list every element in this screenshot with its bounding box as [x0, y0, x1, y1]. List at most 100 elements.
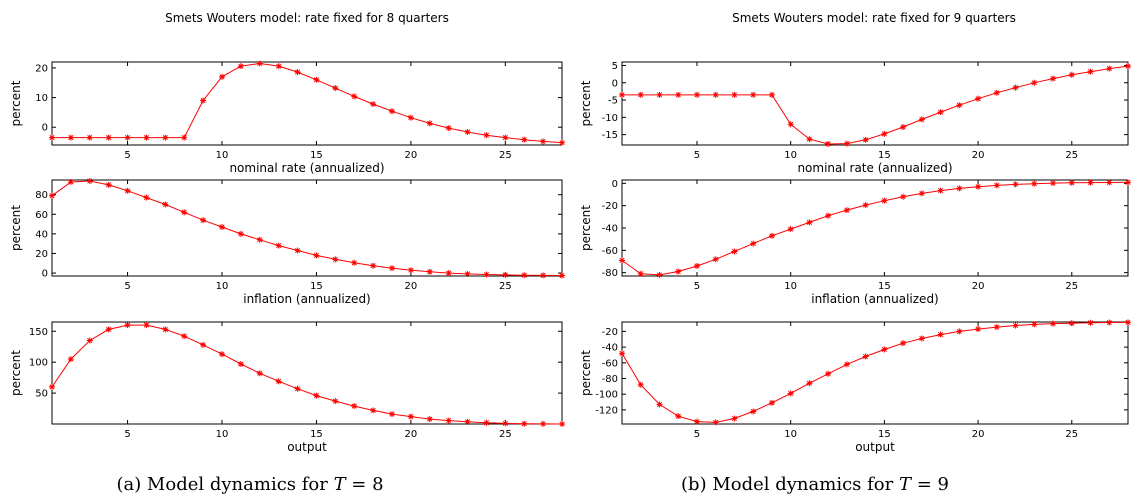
data-point-marker	[656, 91, 663, 98]
data-point-marker	[1012, 322, 1019, 329]
data-point-marker	[1125, 63, 1131, 70]
data-point-marker	[559, 421, 565, 427]
data-point-marker	[881, 197, 888, 204]
data-point-marker	[49, 383, 55, 390]
data-point-marker	[426, 120, 433, 127]
data-point-marker	[712, 91, 719, 98]
data-point-marker	[750, 240, 757, 247]
x-tick-label: 15	[878, 429, 891, 440]
data-point-marker	[332, 85, 339, 92]
data-point-marker	[540, 420, 547, 427]
data-point-marker	[483, 132, 490, 139]
data-point-marker	[900, 124, 907, 131]
x-axis-label: output	[855, 440, 895, 454]
data-point-marker	[162, 201, 169, 208]
series-line	[51, 180, 563, 276]
x-tick-label: 20	[405, 150, 418, 161]
series-line	[622, 65, 1129, 145]
data-point-marker	[900, 193, 907, 200]
data-point-marker	[937, 187, 944, 194]
x-axis-label: inflation (annualized)	[243, 292, 371, 306]
x-tick-label: 5	[694, 150, 700, 161]
data-point-marker	[407, 267, 414, 274]
data-point-marker	[993, 89, 1000, 96]
x-axis-label: output	[287, 440, 327, 454]
data-point-marker	[162, 134, 169, 141]
x-tick-label: 25	[1065, 281, 1078, 292]
data-point-marker	[351, 403, 358, 410]
data-point-marker	[975, 95, 982, 102]
y-tick-label: -60	[602, 246, 618, 257]
x-tick-label: 15	[878, 150, 891, 161]
data-point-marker	[881, 130, 888, 137]
data-point-marker	[332, 398, 339, 405]
data-point-marker	[445, 417, 452, 424]
y-tick-label: -15	[602, 130, 618, 141]
data-point-marker	[275, 378, 282, 385]
data-point-marker	[219, 351, 225, 358]
data-point-marker	[787, 121, 794, 128]
data-point-marker	[67, 356, 74, 363]
x-axis-label: inflation (annualized)	[811, 292, 939, 306]
x-tick-label: 20	[405, 429, 418, 440]
y-tick-label: 5	[612, 61, 618, 72]
data-point-marker	[1087, 319, 1094, 326]
data-point-marker	[693, 418, 700, 425]
plot-frame	[51, 179, 563, 277]
data-point-marker	[975, 183, 982, 190]
plot-frame	[51, 61, 563, 146]
data-point-marker	[787, 226, 794, 233]
x-tick-label: 25	[499, 150, 512, 161]
right-caption-variable: T	[899, 474, 913, 495]
data-point-marker	[693, 262, 700, 269]
x-tick-label: 10	[784, 150, 797, 161]
data-point-marker	[389, 108, 395, 115]
y-axis-label: percent	[9, 80, 23, 126]
data-point-marker	[540, 138, 547, 145]
x-tick-label: 10	[216, 429, 229, 440]
data-point-marker	[464, 128, 471, 135]
data-point-marker	[559, 272, 565, 279]
data-point-marker	[843, 361, 850, 368]
y-tick-label: 150	[29, 327, 48, 338]
left-figure-title: Smets Wouters model: rate fixed for 8 qu…	[165, 11, 449, 25]
y-tick-label: 0	[612, 179, 618, 190]
data-point-marker	[124, 187, 131, 194]
x-tick-label: 15	[310, 150, 323, 161]
data-point-marker	[200, 217, 207, 224]
x-tick-label: 10	[784, 429, 797, 440]
data-point-marker	[351, 259, 358, 266]
data-point-marker	[275, 242, 282, 249]
data-point-marker	[675, 268, 682, 275]
x-tick-label: 25	[1065, 150, 1078, 161]
data-point-marker	[502, 134, 509, 141]
data-point-marker	[162, 326, 169, 333]
data-point-marker	[313, 392, 320, 399]
subplot-5: 5 10 15 20 25 -80 -60 -40 -20 0 inflation (annuali…	[579, 179, 1131, 306]
subplot-4: 5 10 15 20 25 -15 -10 -5 0 5 nominal rate (annuali…	[579, 61, 1131, 175]
data-point-marker	[86, 337, 93, 344]
data-point-marker	[993, 324, 1000, 331]
data-point-marker	[619, 91, 625, 98]
data-point-marker	[237, 361, 244, 368]
data-point-marker	[918, 190, 925, 197]
y-axis-label: percent	[579, 205, 593, 251]
data-point-marker	[49, 134, 55, 141]
plot-frame	[621, 61, 1129, 146]
data-point-marker	[806, 219, 813, 226]
left-caption-suffix: = 8	[346, 474, 384, 495]
data-point-marker	[619, 257, 625, 264]
data-point-marker	[143, 194, 150, 201]
left-caption: (a) Model dynamics for T = 8	[116, 474, 383, 495]
y-tick-label: 10	[35, 93, 48, 104]
y-axis-label: percent	[579, 80, 593, 126]
data-point-marker	[313, 252, 320, 259]
data-point-marker	[389, 265, 395, 272]
left-caption-prefix: (a) Model dynamics for	[116, 474, 333, 495]
right-caption-suffix: = 9	[911, 474, 949, 495]
data-point-marker	[825, 140, 832, 147]
data-point-marker	[787, 390, 794, 397]
data-point-marker	[483, 419, 490, 426]
data-point-marker	[1031, 180, 1038, 187]
